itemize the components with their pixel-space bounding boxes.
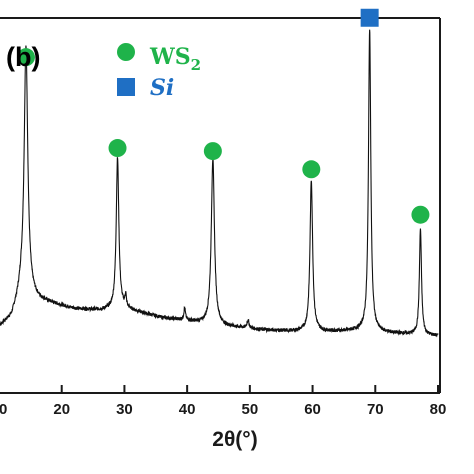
- xrd-pattern-line: [0, 29, 439, 338]
- panel-label: (b): [6, 42, 40, 72]
- peak-markers: [16, 8, 430, 224]
- x-tick-label: 30: [116, 401, 133, 418]
- x-tick-labels: 10 20 30 40 50 60 70 80: [0, 401, 446, 418]
- legend-ws2-name: WS: [149, 44, 191, 70]
- ws2-peak-circle-marker: [16, 48, 35, 67]
- ws2-peak-circle-marker: [108, 139, 127, 158]
- x-tick-label: 80: [430, 401, 447, 418]
- legend-ws2-label: WS2: [149, 44, 201, 74]
- legend-ws2-subscript: 2: [191, 56, 201, 74]
- x-tick-label: 60: [304, 401, 321, 418]
- legend-si-square-marker: [117, 78, 135, 96]
- si-peak-square-marker: [360, 8, 379, 27]
- x-ticks: [60, 385, 439, 393]
- legend-ws2-circle-marker: [117, 43, 135, 61]
- ws2-peak-circle-marker: [203, 142, 222, 161]
- x-tick-label: 50: [242, 401, 259, 418]
- plot-frame: [0, 17, 441, 394]
- x-tick-label: 40: [179, 401, 196, 418]
- x-tick-label: 10: [0, 401, 7, 418]
- x-tick-label: 20: [53, 401, 70, 418]
- ws2-peak-circle-marker: [302, 160, 321, 179]
- x-tick-label: 70: [367, 401, 384, 418]
- legend-si-label: Si: [150, 75, 174, 101]
- ws2-peak-circle-marker: [411, 205, 430, 224]
- x-axis-label: 2θ(°): [212, 428, 257, 451]
- legend: WS2 Si: [117, 43, 201, 101]
